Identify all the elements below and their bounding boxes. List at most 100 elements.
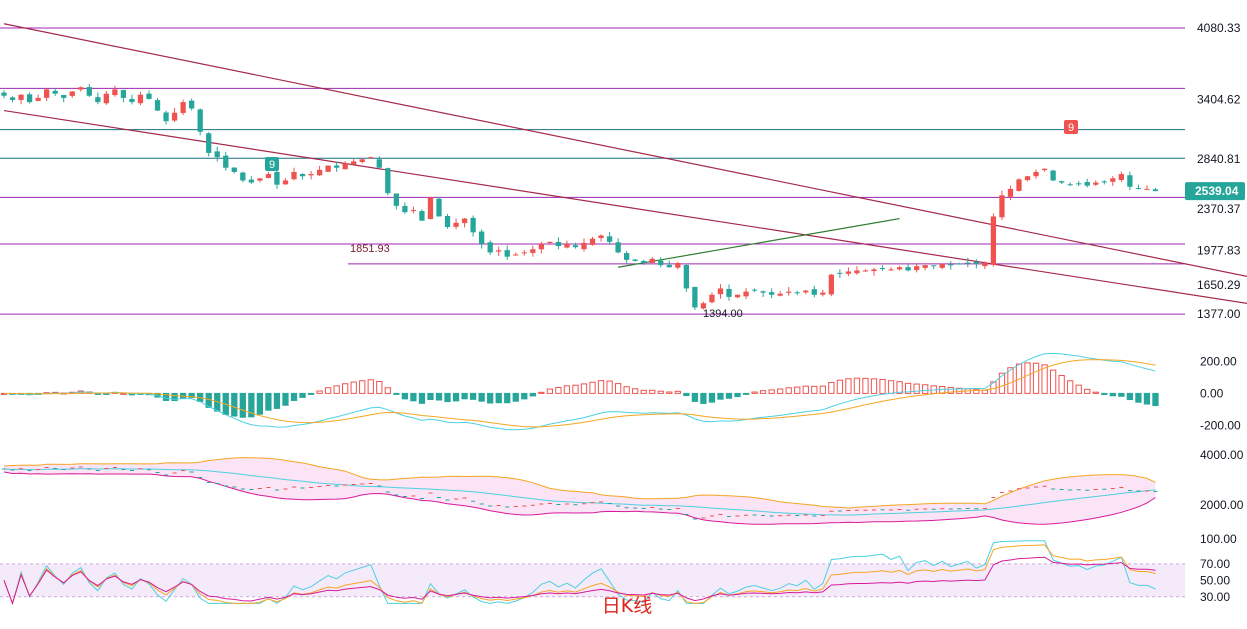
price-candle bbox=[786, 287, 792, 296]
candle-body bbox=[26, 94, 33, 103]
macd-histogram-bar bbox=[759, 390, 767, 394]
candle-body bbox=[299, 173, 306, 177]
macd-histogram-bar bbox=[418, 392, 426, 404]
candle-body bbox=[726, 288, 732, 297]
price-candle bbox=[120, 89, 127, 103]
price-candle bbox=[180, 99, 186, 116]
price-candle bbox=[9, 96, 16, 103]
price-candle bbox=[496, 246, 502, 256]
macd-histogram-bar bbox=[231, 392, 238, 417]
macd-histogram-bar bbox=[649, 389, 656, 394]
macd-histogram-bar bbox=[1032, 362, 1040, 394]
candle-body bbox=[487, 242, 493, 253]
price-candle bbox=[1007, 185, 1014, 201]
candle-body bbox=[146, 93, 152, 99]
candle-body bbox=[982, 263, 988, 267]
rsi-tick-label: 30.00 bbox=[1200, 590, 1230, 604]
price-candle bbox=[112, 85, 118, 97]
price-candle bbox=[965, 257, 971, 268]
candle-body bbox=[845, 271, 852, 274]
candle-body bbox=[1101, 181, 1107, 183]
price-horizontal-levels bbox=[0, 27, 1185, 315]
candle-body bbox=[624, 253, 630, 260]
price-candle bbox=[265, 171, 272, 179]
price-candle bbox=[606, 231, 613, 245]
price-candle bbox=[973, 259, 979, 269]
candle-body bbox=[257, 178, 263, 181]
candle-body bbox=[896, 267, 903, 270]
macd-histogram-bar bbox=[1135, 392, 1142, 403]
candle-body bbox=[777, 293, 783, 296]
price-candle bbox=[845, 267, 852, 276]
td-marker-label: 9 bbox=[1068, 122, 1074, 134]
boll-panel: 4000.00 2000.00 bbox=[2, 448, 1244, 525]
price-candle bbox=[504, 245, 510, 260]
candle-body bbox=[879, 268, 886, 270]
price-candle bbox=[103, 91, 109, 105]
price-candle bbox=[385, 167, 391, 196]
price-candle bbox=[624, 251, 630, 265]
price-candle bbox=[393, 193, 399, 210]
candle-body bbox=[461, 218, 468, 224]
price-candle bbox=[154, 97, 161, 111]
candle-body bbox=[743, 291, 749, 297]
macd-histogram-bar bbox=[973, 389, 980, 394]
candle-body bbox=[803, 290, 809, 293]
price-candle bbox=[1067, 182, 1073, 187]
price-candle bbox=[717, 284, 724, 299]
macd-histogram-bar bbox=[674, 390, 681, 394]
candle-body bbox=[86, 87, 92, 96]
price-candle bbox=[692, 286, 698, 311]
macd-histogram-bar bbox=[922, 384, 929, 394]
macd-histogram-bar bbox=[956, 387, 963, 394]
price-candle bbox=[436, 197, 442, 217]
price-candle bbox=[820, 289, 826, 297]
price-candle bbox=[999, 190, 1005, 221]
price-candle bbox=[658, 257, 664, 268]
price-candle bbox=[948, 261, 954, 270]
candle-body bbox=[794, 292, 800, 294]
macd-histogram-bar bbox=[742, 392, 750, 395]
candle-body bbox=[854, 270, 860, 274]
price-candle bbox=[990, 213, 997, 267]
macd-histogram-bar bbox=[913, 383, 920, 394]
price-candle bbox=[905, 264, 911, 272]
macd-histogram-bar bbox=[870, 378, 878, 394]
price-candle bbox=[419, 209, 425, 222]
candle-body bbox=[914, 266, 920, 271]
candle-body bbox=[197, 109, 203, 132]
candle-body bbox=[35, 97, 41, 101]
price-candle bbox=[427, 196, 434, 220]
price-candle bbox=[581, 238, 587, 252]
price-candle bbox=[675, 261, 681, 270]
macd-histogram-bar bbox=[521, 392, 528, 400]
price-candle bbox=[888, 267, 894, 271]
price-candle bbox=[1110, 176, 1116, 186]
candle-body bbox=[956, 263, 962, 265]
price-candle bbox=[530, 245, 536, 257]
macd-histogram-bar bbox=[376, 380, 383, 394]
candle-body bbox=[828, 274, 834, 295]
rsi-24-line bbox=[3, 556, 1156, 605]
candle-body bbox=[163, 112, 169, 122]
price-tick-label: 3404.62 bbox=[1197, 92, 1241, 106]
annotations: 1851.93 1394.00 9 9 bbox=[265, 120, 1078, 320]
candle-body bbox=[700, 303, 707, 309]
macd-histogram-bar bbox=[606, 380, 613, 394]
macd-histogram-bar bbox=[998, 372, 1006, 394]
price-candle bbox=[777, 290, 783, 297]
boll-upper-line bbox=[3, 457, 1156, 509]
macd-histogram-bar bbox=[333, 385, 340, 394]
candle-body bbox=[530, 249, 536, 253]
macd-histogram-bar bbox=[580, 383, 588, 394]
price-candle bbox=[538, 241, 544, 254]
price-candle bbox=[308, 170, 314, 180]
candle-body bbox=[189, 100, 195, 109]
macd-histogram-bar bbox=[265, 392, 272, 411]
macd-histogram-bar bbox=[188, 392, 195, 399]
price-candle bbox=[214, 146, 220, 162]
price-candle bbox=[299, 173, 306, 180]
boll-band-fill bbox=[4, 457, 1156, 525]
candle-body bbox=[419, 211, 425, 221]
price-candle bbox=[206, 132, 212, 157]
